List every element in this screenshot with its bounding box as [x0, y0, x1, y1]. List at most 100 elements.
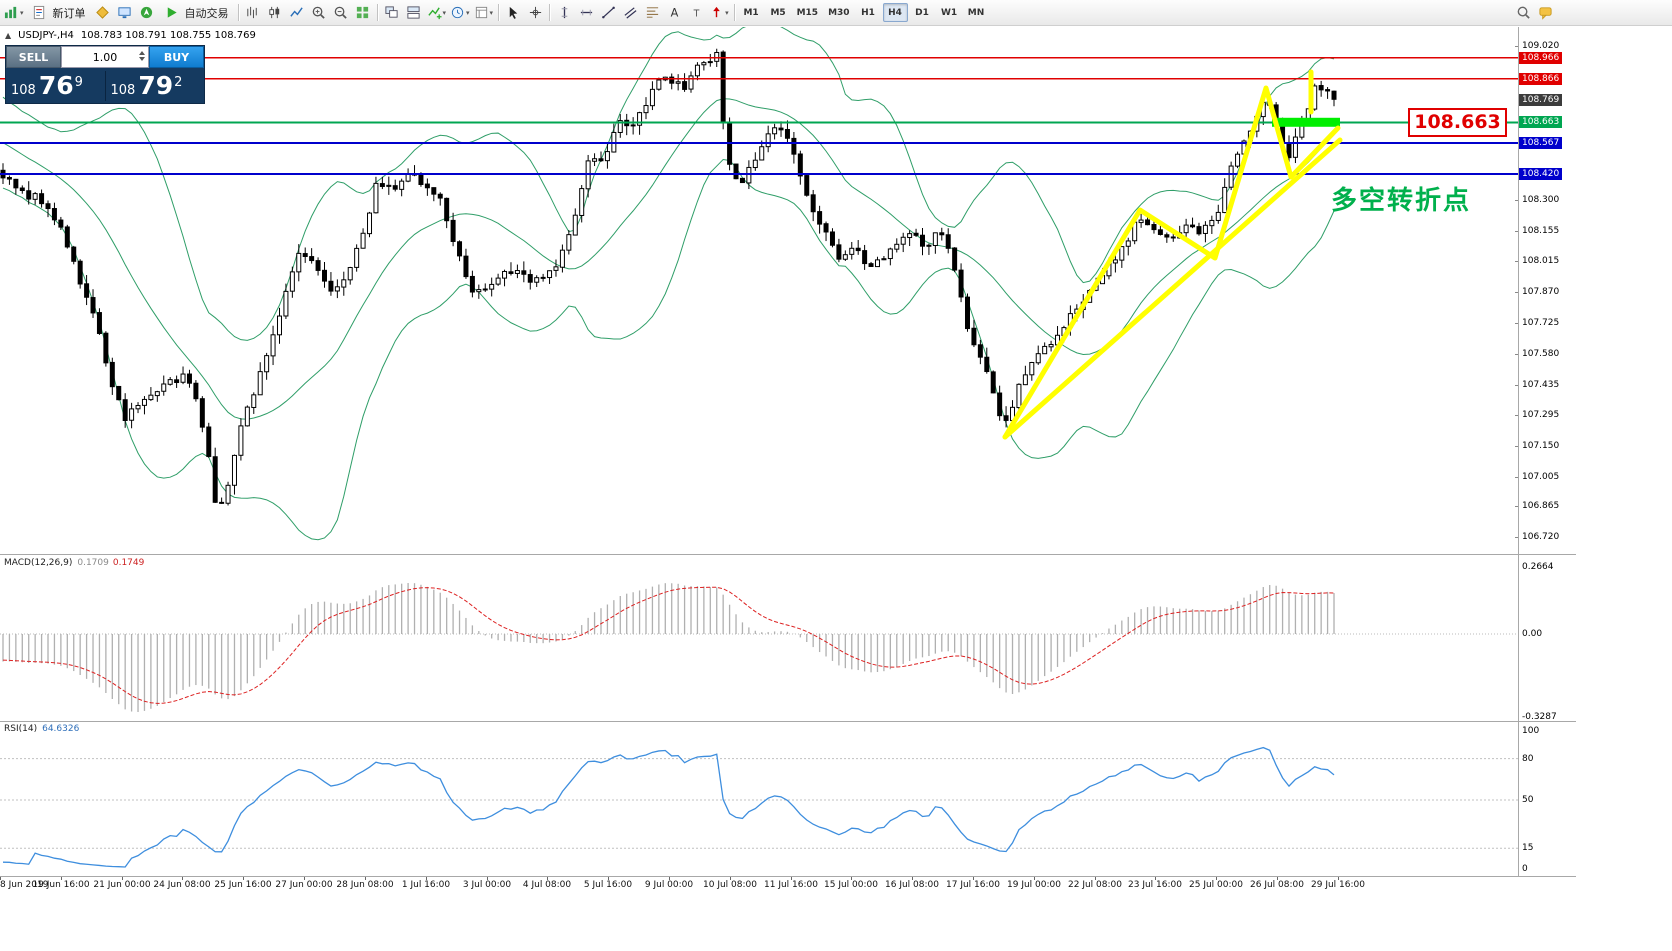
time-axis-label: 29 Jul 16:00	[1311, 880, 1365, 890]
time-axis-tick	[0, 877, 1, 880]
axis-tick-mark	[1515, 46, 1518, 47]
time-axis-label: 3 Jul 00:00	[462, 880, 512, 890]
market-watch-icon[interactable]	[114, 2, 136, 23]
time-axis-tick	[304, 877, 305, 880]
dropdown-caret-icon: ▾	[725, 9, 729, 17]
buy-button[interactable]: BUY	[149, 46, 204, 68]
price-divider	[104, 70, 106, 101]
time-axis-label: 25 Jul 00:00	[1189, 880, 1243, 890]
volume-input[interactable]: 1.00	[61, 46, 149, 68]
time-axis-tick	[1095, 877, 1096, 880]
timeframe-mn[interactable]: MN	[964, 3, 989, 22]
trendline-icon[interactable]	[597, 2, 619, 23]
pivot-annotation-text[interactable]: 多空转折点	[1331, 186, 1472, 216]
timeframe-h1[interactable]: H1	[856, 3, 881, 22]
equidistant-channel-icon[interactable]	[619, 2, 641, 23]
time-axis-tick	[973, 877, 974, 880]
timeframe-m5[interactable]: M5	[766, 3, 791, 22]
text-icon[interactable]: A	[663, 2, 685, 23]
navigator-icon[interactable]	[136, 2, 158, 23]
candlestick-chart-icon[interactable]	[264, 2, 286, 23]
timeframe-d1[interactable]: D1	[910, 3, 935, 22]
timeframe-h4[interactable]: H4	[882, 3, 908, 22]
price-chart[interactable]	[0, 27, 1518, 554]
periods-icon[interactable]: ▾	[448, 2, 472, 23]
price-axis-badge: 108.663	[1519, 116, 1563, 129]
rsi-panel[interactable]	[0, 722, 1518, 876]
timeframe-m15[interactable]: M15	[793, 3, 822, 22]
timeframe-m30[interactable]: M30	[824, 3, 853, 22]
time-axis-tick	[1155, 877, 1156, 880]
new-chart-icon[interactable]: ▾	[2, 2, 26, 23]
time-axis-label: 4 Jul 08:00	[522, 880, 572, 890]
text-label-icon[interactable]: T	[685, 2, 707, 23]
buy-price[interactable]: 108 79 2	[110, 70, 183, 100]
price-axis-tick: 108.015	[1522, 255, 1560, 266]
price-axis-tick: 106.865	[1522, 501, 1560, 512]
tile-windows-icon[interactable]	[352, 2, 374, 23]
templates-icon[interactable]: ▾	[472, 2, 496, 23]
bar-chart-icon[interactable]	[242, 2, 264, 23]
svg-text:A: A	[670, 7, 678, 20]
time-axis-tick	[851, 877, 852, 880]
axis-tick-mark	[1515, 200, 1518, 201]
time-axis-label: 15 Jul 00:00	[824, 880, 878, 890]
mql5-community-icon[interactable]	[92, 2, 114, 23]
macd-histogram	[2, 583, 1335, 712]
crosshair-icon[interactable]	[524, 2, 546, 23]
svg-text:T: T	[692, 8, 699, 19]
trend-drawing[interactable]	[1002, 137, 1343, 440]
autotrading-button[interactable]: 自动交易	[158, 2, 235, 23]
time-axis-tick	[487, 877, 488, 880]
timeframe-w1[interactable]: W1	[937, 3, 962, 22]
search-icon[interactable]	[1512, 2, 1534, 23]
dropdown-caret-icon: ▾	[20, 9, 24, 17]
panel-separator	[0, 554, 1576, 555]
fibonacci-icon[interactable]	[641, 2, 663, 23]
dropdown-caret-icon: ▾	[466, 9, 470, 17]
time-axis-tick	[669, 877, 670, 880]
axis-tick-mark	[1515, 446, 1518, 447]
macd-panel[interactable]	[0, 556, 1518, 721]
toolbar-buttons: ▾ 新订单 自动交易 ▾ ▾ ▾ A T ▾	[2, 0, 738, 25]
axis-tick-mark	[1515, 415, 1518, 416]
horizontal-line-icon[interactable]	[575, 2, 597, 23]
toolbar-right-buttons	[1512, 2, 1556, 23]
axis-tick-mark	[1515, 354, 1518, 355]
arrange-windows-icon[interactable]	[381, 2, 403, 23]
volume-spinner-icon[interactable]	[139, 51, 145, 61]
arrows-icon[interactable]: ▾	[707, 2, 731, 23]
timeframe-m1[interactable]: M1	[739, 3, 764, 22]
trend-drawing[interactable]	[1002, 85, 1341, 440]
rsi-axis-tick: 0	[1522, 864, 1528, 874]
volume-value: 1.00	[92, 50, 118, 64]
zoom-in-icon[interactable]	[308, 2, 330, 23]
sell-button[interactable]: SELL	[6, 46, 61, 68]
panel-separator	[0, 721, 1576, 722]
time-axis-label: 26 Jul 08:00	[1250, 880, 1304, 890]
macd-axis-tick: 0.00	[1522, 629, 1543, 639]
indicators-icon[interactable]: ▾	[425, 2, 449, 23]
price-axis-tick: 107.295	[1522, 409, 1560, 420]
time-axis-tick	[912, 877, 913, 880]
highlight-zone[interactable]	[1272, 117, 1340, 127]
cascade-windows-icon[interactable]	[403, 2, 425, 23]
vertical-line-icon[interactable]	[553, 2, 575, 23]
chat-icon[interactable]	[1534, 2, 1556, 23]
time-axis-tick	[1216, 877, 1217, 880]
zoom-out-icon[interactable]	[330, 2, 352, 23]
time-axis-label: 23 Jul 16:00	[1128, 880, 1182, 890]
sell-price[interactable]: 108 76 9	[11, 70, 83, 100]
one-click-toggle-icon[interactable]: ▲	[5, 31, 12, 40]
price-axis-badge: 108.567	[1519, 136, 1563, 149]
dropdown-caret-icon: ▾	[442, 9, 447, 17]
price-callout-box[interactable]: 108.663	[1408, 108, 1507, 137]
rsi-line	[2, 746, 1335, 868]
axis-tick-mark	[1515, 537, 1518, 538]
line-chart-icon[interactable]	[286, 2, 308, 23]
cursor-icon[interactable]	[502, 2, 524, 23]
time-axis-separator	[0, 876, 1576, 877]
time-axis-label: 10 Jul 08:00	[703, 880, 757, 890]
new-order-button[interactable]: 新订单	[26, 2, 92, 23]
time-axis-tick	[182, 877, 183, 880]
